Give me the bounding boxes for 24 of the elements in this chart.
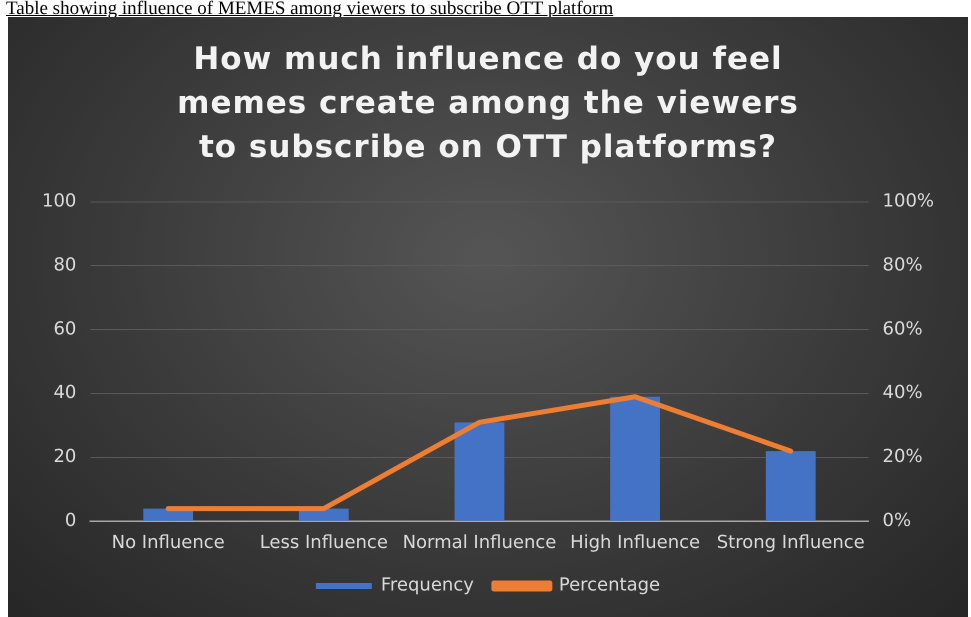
y-tick-label: 0: [64, 510, 76, 532]
y-tick-label: 60: [53, 318, 76, 340]
bar: [766, 451, 816, 521]
legend-label: Percentage: [558, 574, 660, 596]
bar: [610, 396, 660, 521]
text: Table showing influence of MEMES among viewers to subscribe OTT platform: [6, 0, 614, 20]
y2-tick-label: 40%: [882, 382, 923, 404]
y-tick-label: 20: [53, 446, 76, 468]
y2-tick-label: 0%: [882, 510, 912, 532]
y2-tick-label: 60%: [882, 318, 923, 340]
x-tick-label: Strong Influence: [716, 532, 865, 553]
y-tick-label: 40: [53, 382, 76, 404]
chart-title: How much influence do you feel memes create among the viewers to subscribe on OTT platforms?: [176, 40, 800, 167]
x-tick-label: Less Influence: [260, 532, 388, 553]
y-tick-label: 80: [53, 254, 76, 276]
y2-tick-label: 20%: [882, 446, 923, 468]
y2-tick-label: 80%: [882, 254, 923, 276]
x-tick-label: High Influence: [570, 532, 700, 553]
x-tick-label: Normal Influence: [402, 532, 556, 553]
bar: [454, 422, 504, 521]
y-tick-label: 100: [42, 190, 76, 212]
x-tick-label: No Influence: [112, 532, 225, 553]
y2-tick-label: 100%: [882, 190, 934, 212]
legend-label: Frequency: [380, 574, 474, 596]
